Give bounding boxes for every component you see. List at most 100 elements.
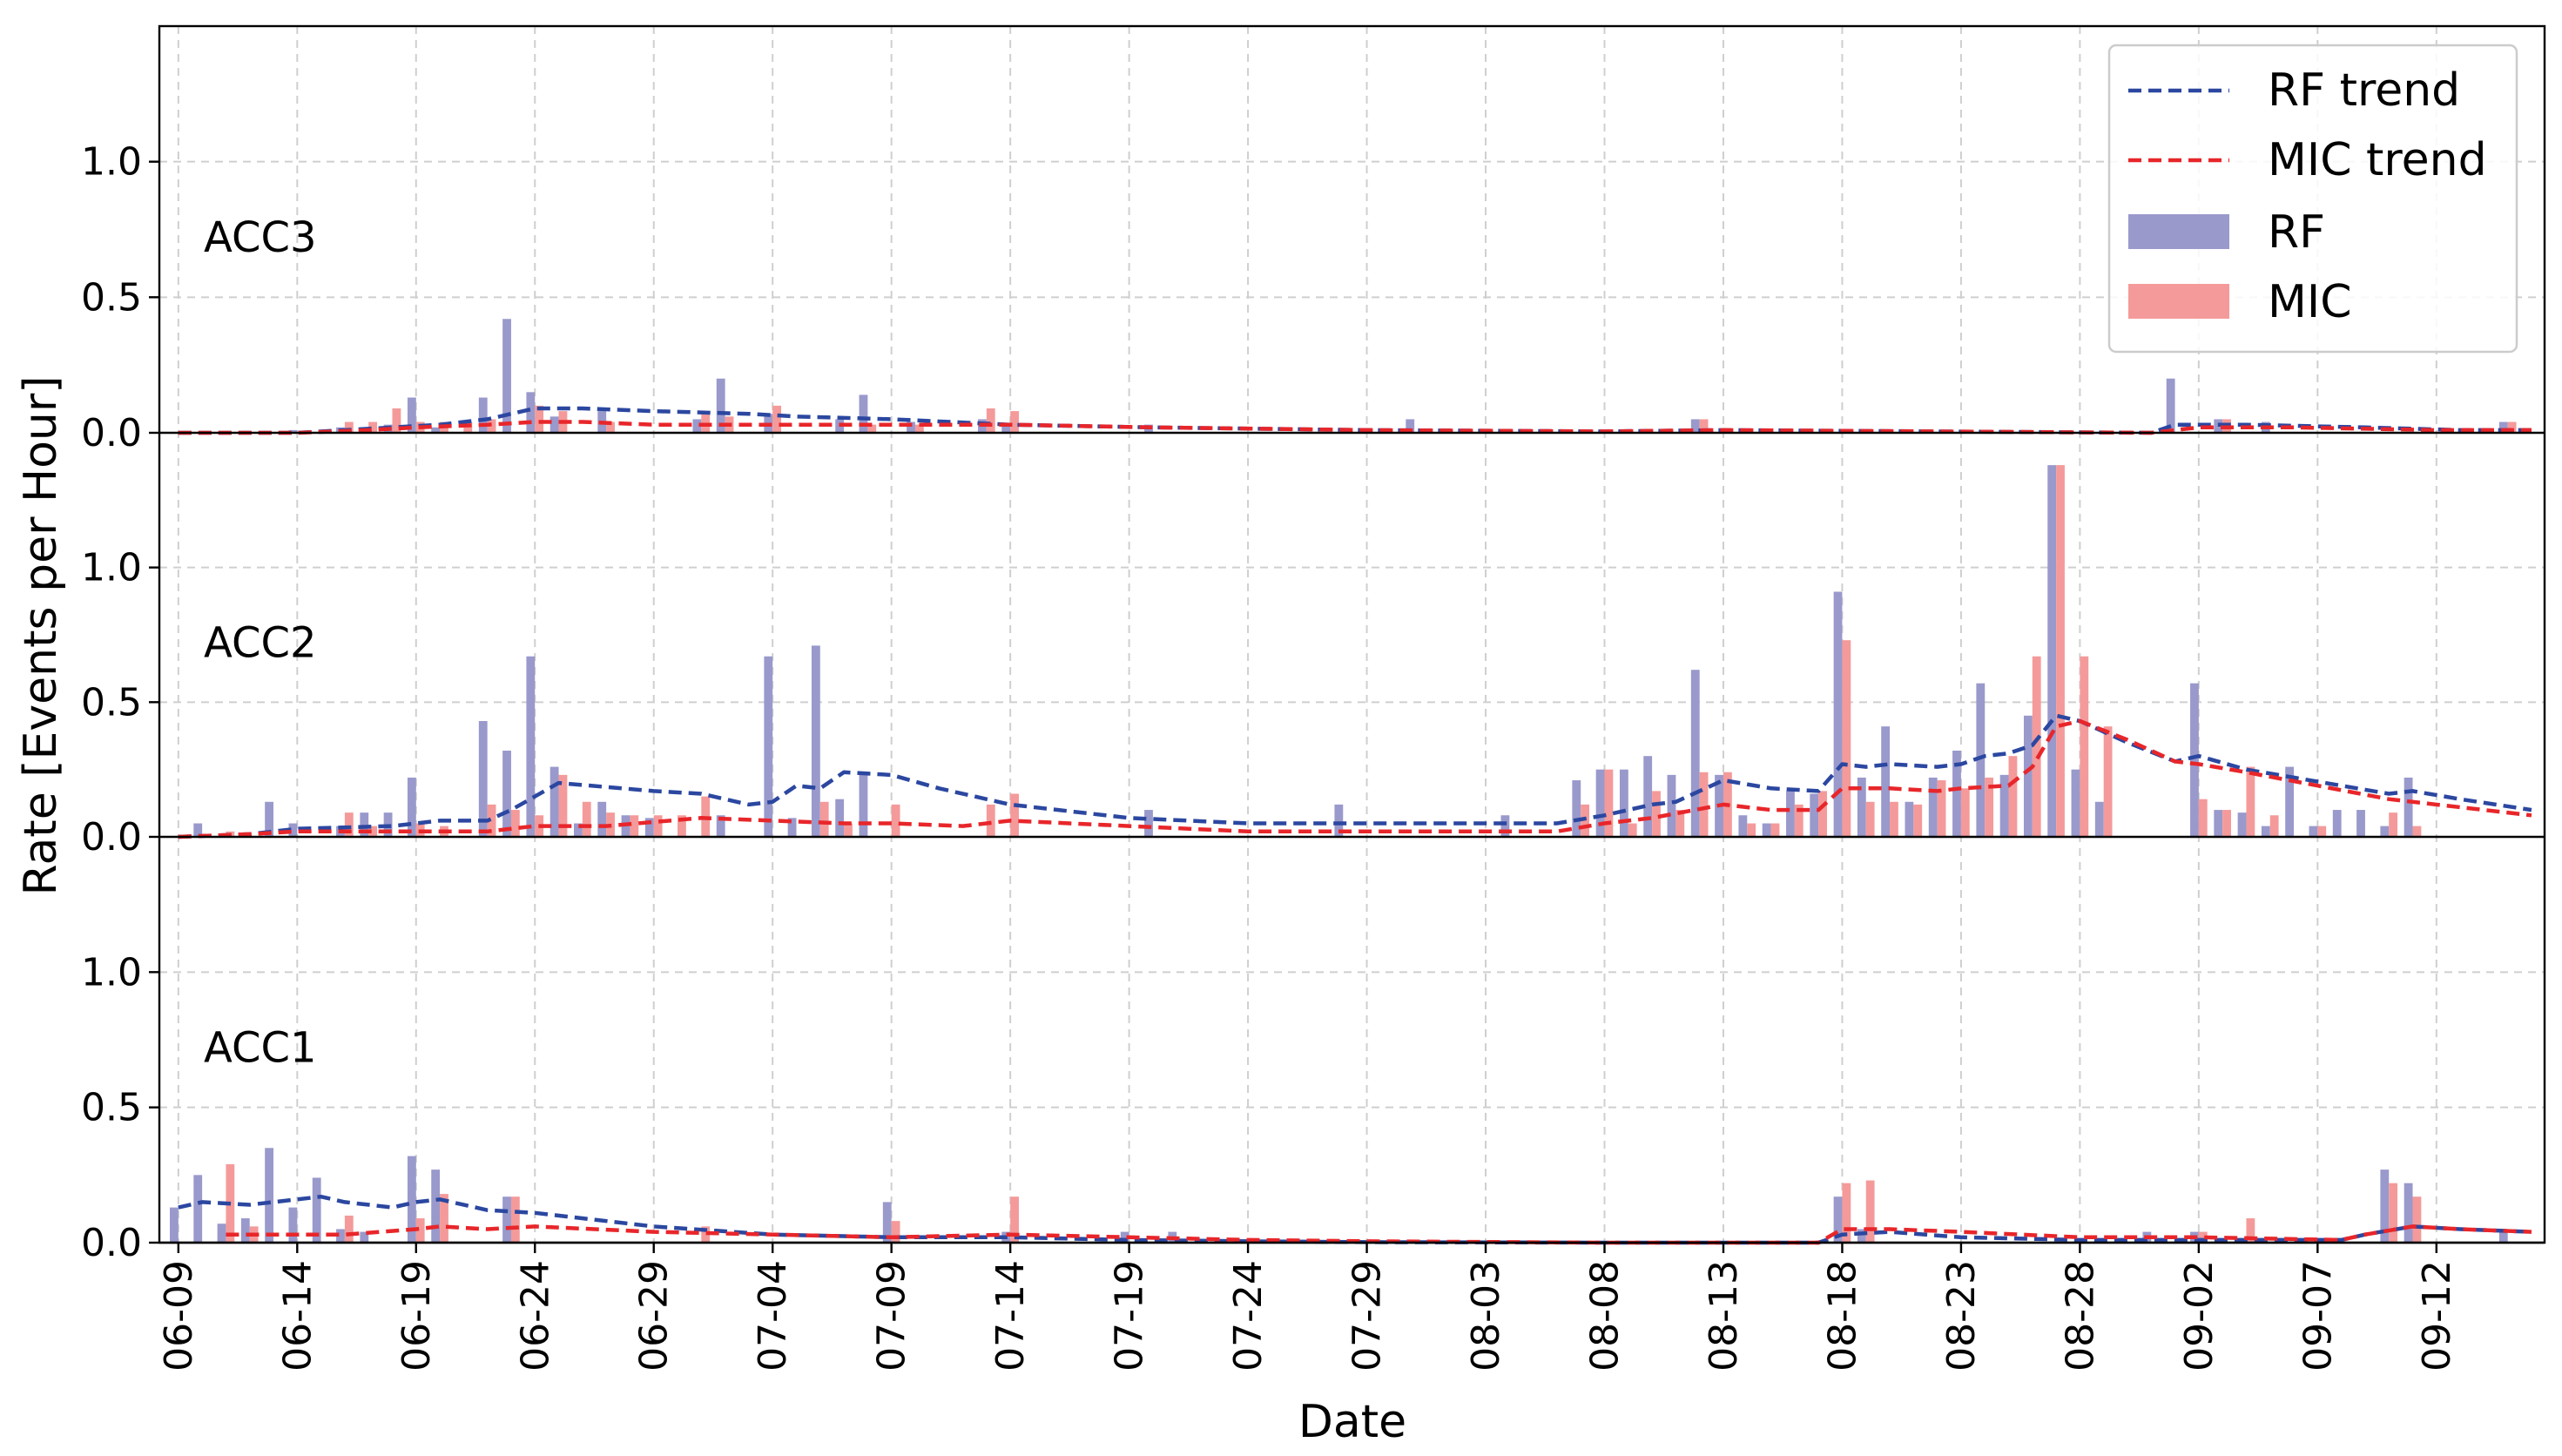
rf-bar xyxy=(1999,774,2009,837)
rf-bar xyxy=(1144,810,1153,837)
legend: RF trend MIC trend RF MIC xyxy=(2107,44,2518,354)
rf-bar xyxy=(1810,793,1819,837)
rf-bar xyxy=(2285,766,2295,837)
mic-trend-line xyxy=(178,420,2532,435)
legend-frame xyxy=(2107,44,2518,354)
rf-bar xyxy=(1001,424,1011,433)
rf-bar xyxy=(2094,801,2104,837)
x-tick-label: 07-24 xyxy=(1226,1260,1271,1372)
rf-bar xyxy=(526,392,536,433)
rf-bar xyxy=(526,656,536,837)
mic-bar xyxy=(986,408,995,433)
mic-bar xyxy=(914,424,924,433)
mic-bar xyxy=(2246,766,2255,837)
x-tick-label: 08-18 xyxy=(1820,1260,1864,1372)
rf-bar xyxy=(193,1175,203,1243)
rf-bar xyxy=(835,799,845,837)
mic-bar xyxy=(344,421,354,433)
mic-bar xyxy=(415,1218,425,1243)
rf-bar xyxy=(478,720,488,837)
mic-bar xyxy=(630,815,639,837)
x-tick-label: 06-29 xyxy=(632,1260,677,1372)
rf-bar xyxy=(811,645,820,837)
rf-bar xyxy=(502,751,511,837)
rf-bar xyxy=(2023,715,2033,837)
x-tick-label: 08-13 xyxy=(1702,1260,1746,1372)
mic-bar xyxy=(1770,823,1780,837)
legend-label-mic-trend: MIC trend xyxy=(2268,134,2487,186)
mic-bar xyxy=(678,815,686,837)
mic-bar xyxy=(2198,799,2208,837)
mic-bar xyxy=(487,804,496,837)
mic-bar xyxy=(2032,656,2041,837)
mic-bar xyxy=(1652,791,1661,837)
mic-bar xyxy=(772,405,782,433)
rf-bar xyxy=(2237,812,2247,837)
mic-bar xyxy=(1581,804,1590,837)
mic-bar xyxy=(344,812,354,837)
mic-bar xyxy=(2269,815,2279,837)
plot-frame xyxy=(158,24,2546,1244)
y-tick-label: 1.0 xyxy=(81,140,142,185)
mic-bar xyxy=(1675,810,1685,837)
mic-bar xyxy=(701,1226,711,1243)
x-tick-label: 07-04 xyxy=(751,1260,795,1372)
mic-bar xyxy=(2246,1218,2255,1243)
mic-bar xyxy=(535,405,544,433)
rf-bar xyxy=(1738,815,1748,837)
mic-bar xyxy=(2222,810,2231,837)
mic-bar xyxy=(1818,791,1827,837)
rf-bar xyxy=(240,1218,250,1243)
rf-bar xyxy=(716,378,725,433)
rf-trend-line xyxy=(178,406,2532,435)
rf-bar xyxy=(716,815,725,837)
x-axis-title: Date xyxy=(1298,1396,1406,1448)
x-tick-label: 09-07 xyxy=(2296,1260,2340,1372)
rf-bar xyxy=(1667,774,1676,837)
mic-bar xyxy=(558,774,568,837)
mic-bar xyxy=(1604,769,1614,837)
legend-swatch-rf xyxy=(2128,214,2229,249)
rf-bar xyxy=(360,1231,369,1243)
rf-bar xyxy=(288,823,298,837)
mic-bar xyxy=(1842,640,1851,837)
mic-bar xyxy=(844,823,853,837)
rf-bar xyxy=(1905,801,1914,837)
rf-bar xyxy=(336,1229,345,1243)
rf-trend-line xyxy=(178,1194,2532,1245)
mic-bar xyxy=(440,1194,448,1243)
mic-bar xyxy=(891,1221,900,1243)
mic-bar xyxy=(653,815,663,837)
rf-bar xyxy=(1334,804,1344,837)
rf-bar xyxy=(1690,419,1700,433)
rf-bar xyxy=(170,1207,179,1243)
mic-bar xyxy=(1010,1196,1019,1243)
mic-bar xyxy=(1842,1183,1851,1243)
axes-layer xyxy=(149,24,2546,1253)
legend-swatch-mic xyxy=(2128,284,2229,319)
mic-bar xyxy=(344,1215,354,1243)
rf-bar xyxy=(1619,769,1628,837)
rf-bar xyxy=(1857,777,1866,837)
rf-bar xyxy=(1572,780,1581,837)
rf-bar xyxy=(1762,823,1771,837)
mic-bar xyxy=(2080,656,2089,837)
rf-bar xyxy=(2190,683,2199,837)
rf-bar xyxy=(2166,378,2175,433)
x-tick-label: 09-12 xyxy=(2415,1260,2459,1372)
y-tick-label: 0.0 xyxy=(81,815,142,859)
x-tick-label: 06-14 xyxy=(275,1260,320,1372)
mic-bar xyxy=(2198,1231,2208,1243)
mic-bar xyxy=(891,804,900,837)
mic-bar xyxy=(2507,421,2517,433)
mic-bar xyxy=(1937,780,1946,837)
panel-label-acc2: ACC2 xyxy=(204,618,317,667)
rf-bar xyxy=(407,1156,416,1243)
mic-bar xyxy=(819,801,829,837)
rf-bar xyxy=(265,801,274,837)
rf-bar xyxy=(1833,591,1843,837)
rf-bar xyxy=(1690,670,1700,837)
mic-bar xyxy=(606,421,615,433)
legend-label-rf: RF xyxy=(2268,206,2325,259)
